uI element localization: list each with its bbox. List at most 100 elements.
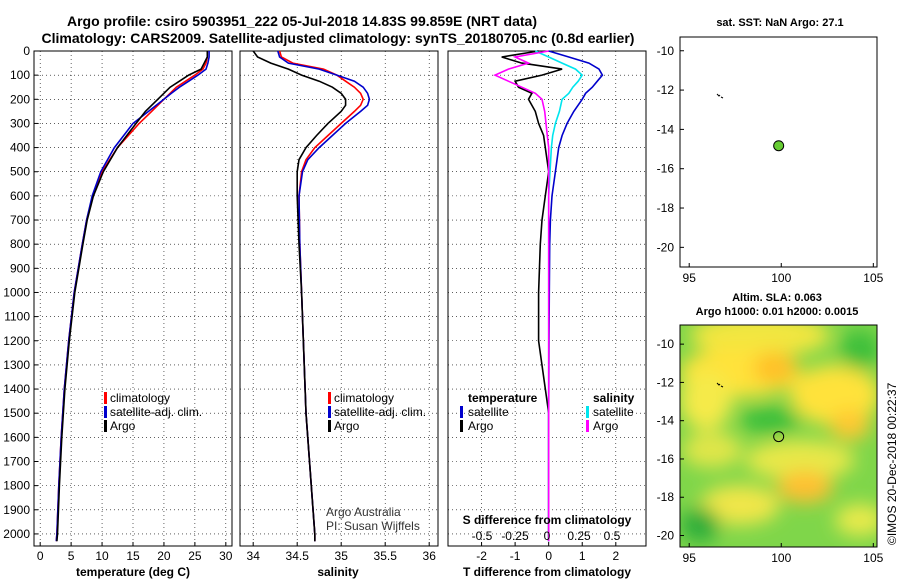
map-y-label: -10 <box>657 44 675 58</box>
legend-swatch-s-argo <box>586 420 589 432</box>
map-y-label: -20 <box>657 529 675 543</box>
legend-swatch-argo <box>328 420 331 432</box>
argo-position-marker <box>773 140 785 152</box>
map-x-label: 100 <box>771 271 791 285</box>
y-tick-label: 100 <box>10 68 30 82</box>
sla-blob <box>777 471 833 503</box>
legend-argo: Argo <box>110 419 136 433</box>
map-x-label: 95 <box>683 551 697 565</box>
t-difference-axis: -2 -1 0 1 2 <box>476 542 619 563</box>
y-tick-label: 700 <box>10 213 30 227</box>
legend-satellite: satellite-adj. clim. <box>110 405 202 419</box>
legend-t-argo: Argo <box>468 419 494 433</box>
x-tick-label: 0 <box>545 549 552 563</box>
legend-swatch-satellite <box>328 406 331 418</box>
series-line-t-satellite <box>547 50 604 542</box>
sla-blob <box>682 432 742 468</box>
x-tick-label: 10 <box>95 549 109 563</box>
salinity-panel: 34 34.5 35 35.5 36 salinity climatology sate… <box>239 50 439 579</box>
sla-map-points <box>773 431 785 443</box>
x-tick-label: 25 <box>188 549 202 563</box>
series-line-t-argo <box>501 50 563 542</box>
series-line-satellite-adj-clim- <box>277 50 371 542</box>
salinity-xlabel: salinity <box>317 565 359 579</box>
legend-swatch-argo <box>104 420 107 432</box>
legend-climatology: climatology <box>334 391 394 405</box>
legend-salinity-title: salinity <box>593 391 635 405</box>
map-y-label: -18 <box>657 201 675 215</box>
y-tick-label: 300 <box>10 116 30 130</box>
legend-swatch-t-argo <box>460 420 463 432</box>
y-tick-label: 1900 <box>3 503 30 517</box>
sla-map-frame <box>679 324 878 548</box>
map-x-label: 105 <box>863 271 883 285</box>
series-line-argo <box>56 51 209 542</box>
s-tick: 0 <box>544 529 551 543</box>
y-tick-label: 900 <box>10 261 30 275</box>
map-x-label: 100 <box>771 551 791 565</box>
salinity-frame <box>239 50 439 547</box>
depth-axis: 0 100 200 300 400 500 600 700 800 900 1000 1100 1200… <box>3 44 38 541</box>
legend-s-argo: Argo <box>593 419 619 433</box>
x-tick-label: 34 <box>247 549 261 563</box>
s-difference-axis: S difference from climatology -0.5 -0.25… <box>463 513 632 543</box>
legend-satellite: satellite-adj. clim. <box>334 405 426 419</box>
argo-position-marker <box>773 431 785 443</box>
y-tick-label: 2000 <box>3 527 30 541</box>
sla-map-subtitle: Argo h1000: 0.01 h2000: 0.0015 <box>696 306 859 318</box>
sst-map-points <box>773 140 785 152</box>
map-y-label: -14 <box>657 414 675 428</box>
x-tick-label: 30 <box>219 549 233 563</box>
y-tick-label: 600 <box>10 189 30 203</box>
sst-map-frame <box>679 36 878 268</box>
sst-map-title: sat. SST: NaN Argo: 27.1 <box>716 17 843 29</box>
temperature-grid <box>34 50 232 546</box>
x-tick-label: 34.5 <box>286 549 310 563</box>
series-line-s-satellite <box>534 50 584 542</box>
map-y-label: -12 <box>657 83 675 97</box>
sla-blob <box>680 507 720 543</box>
salinity-grid <box>240 50 438 546</box>
island-outline <box>716 382 724 388</box>
salinity-series <box>252 50 371 542</box>
x-tick-label: 15 <box>126 549 140 563</box>
sla-blob <box>700 485 780 525</box>
y-tick-label: 500 <box>10 165 30 179</box>
sla-blob <box>753 352 797 384</box>
legend-swatch-t-satellite <box>460 406 463 418</box>
title-line-1: Argo profile: csiro 5903951_222 05-Jul-2… <box>67 13 537 29</box>
sla-blob <box>830 410 870 440</box>
salinity-legend: climatology satellite-adj. clim. Argo <box>328 391 426 433</box>
sla-map-title: Altim. SLA: 0.063 <box>732 292 822 304</box>
legend-s-satellite: satellite <box>593 405 634 419</box>
y-tick-label: 800 <box>10 237 30 251</box>
y-tick-label: 1000 <box>3 285 30 299</box>
y-tick-label: 200 <box>10 92 30 106</box>
x-tick-label: 1 <box>579 549 586 563</box>
map-y-label: -18 <box>657 490 675 504</box>
sst-map-panel: sat. SST: NaN Argo: 27.1 95 100 105 -10 -12 -… <box>657 17 884 285</box>
difference-legend: temperature satellite Argo salinity sate… <box>460 391 635 433</box>
x-tick-label: 2 <box>612 549 619 563</box>
series-line-argo <box>252 50 347 542</box>
map-x-label: 105 <box>863 551 883 565</box>
sla-blob <box>835 504 877 536</box>
sla-map-axes: 95 100 105 -10 -12 -14 -16 -18 -20 <box>657 337 884 565</box>
s-tick: -0.25 <box>501 529 529 543</box>
legend-climatology: climatology <box>110 391 170 405</box>
y-tick-label: 1500 <box>3 406 30 420</box>
temperature-axis: 0 5 10 15 20 25 30 <box>37 542 233 563</box>
map-x-label: 95 <box>683 271 697 285</box>
t-difference-xlabel: T difference from climatology <box>463 565 631 579</box>
x-tick-label: 35 <box>335 549 349 563</box>
legend-argo: Argo <box>334 419 360 433</box>
y-tick-label: 1200 <box>3 334 30 348</box>
difference-series <box>493 50 604 542</box>
legend-swatch-satellite <box>104 406 107 418</box>
x-tick-label: 5 <box>68 549 75 563</box>
x-tick-label: -2 <box>476 549 487 563</box>
map-y-label: -20 <box>657 240 675 254</box>
s-difference-label: S difference from climatology <box>463 513 632 527</box>
sla-blob <box>840 330 877 370</box>
s-tick: 0.25 <box>567 529 591 543</box>
